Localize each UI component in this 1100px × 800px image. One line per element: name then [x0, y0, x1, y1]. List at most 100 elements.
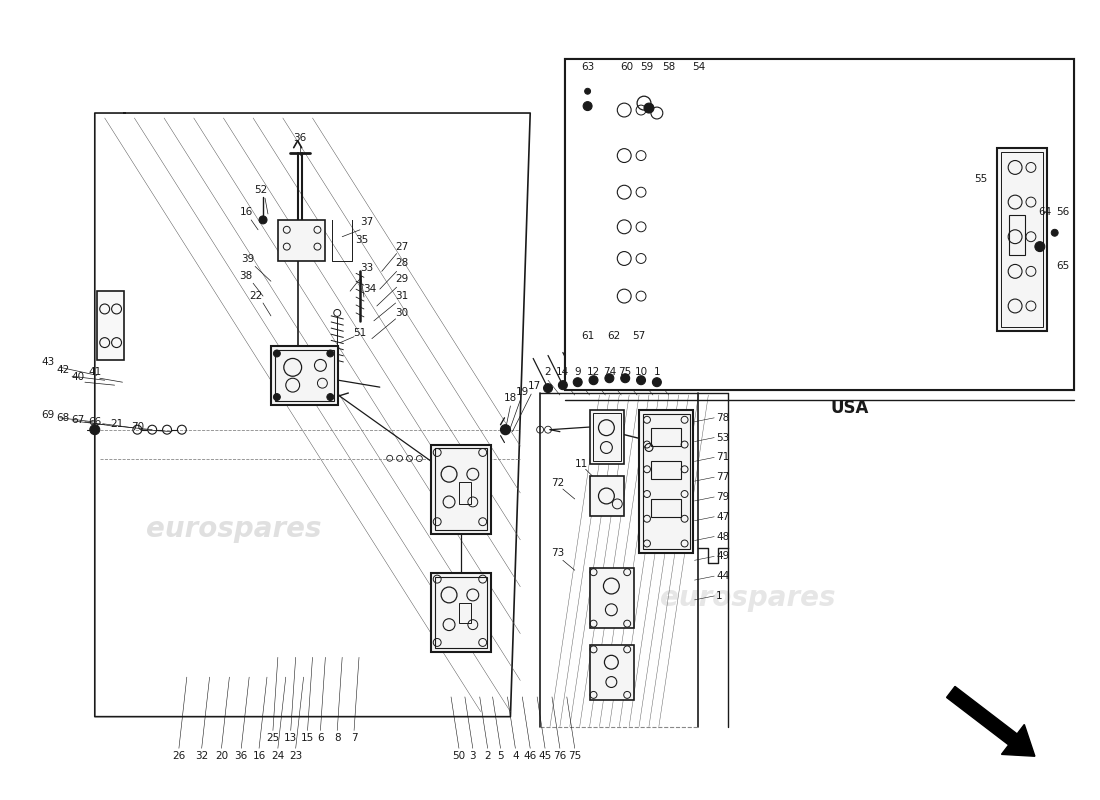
- Circle shape: [584, 88, 591, 94]
- Text: 24: 24: [272, 751, 285, 762]
- Circle shape: [274, 350, 280, 357]
- Bar: [590, 568, 634, 628]
- Text: 44: 44: [716, 571, 729, 581]
- Text: 43: 43: [42, 358, 55, 367]
- Bar: [564, 58, 1075, 390]
- Text: 48: 48: [716, 531, 729, 542]
- Bar: [436, 449, 486, 530]
- Text: 41: 41: [88, 367, 101, 378]
- Bar: [590, 476, 624, 516]
- Text: 69: 69: [42, 410, 55, 420]
- Bar: [651, 462, 681, 479]
- Text: 5: 5: [497, 751, 504, 762]
- Text: 42: 42: [56, 366, 69, 375]
- Text: 66: 66: [88, 417, 101, 426]
- Text: 20: 20: [214, 751, 228, 762]
- Text: 57: 57: [632, 330, 646, 341]
- Circle shape: [274, 394, 280, 401]
- Text: 1: 1: [653, 367, 660, 378]
- Text: 79: 79: [716, 492, 729, 502]
- Circle shape: [644, 103, 653, 113]
- Text: 16: 16: [240, 207, 253, 217]
- Text: 29: 29: [395, 274, 408, 284]
- Text: eurospares: eurospares: [145, 514, 321, 542]
- Text: 6: 6: [317, 734, 323, 743]
- Text: 71: 71: [716, 452, 729, 462]
- Text: 34: 34: [363, 284, 376, 294]
- Text: 33: 33: [361, 263, 374, 274]
- Text: 39: 39: [242, 254, 255, 265]
- Text: 78: 78: [716, 413, 729, 423]
- Text: 13: 13: [284, 734, 297, 743]
- Text: 73: 73: [551, 548, 564, 558]
- Circle shape: [605, 374, 614, 382]
- Text: 14: 14: [557, 367, 570, 378]
- Bar: [431, 445, 491, 534]
- Text: 46: 46: [524, 751, 537, 762]
- Bar: [593, 413, 622, 462]
- Bar: [998, 148, 1047, 330]
- Text: 36: 36: [234, 751, 248, 762]
- Text: 55: 55: [974, 174, 987, 184]
- Text: eurospares: eurospares: [729, 183, 905, 211]
- Bar: [97, 291, 124, 361]
- Circle shape: [90, 425, 100, 434]
- Circle shape: [327, 394, 333, 401]
- Bar: [271, 346, 338, 405]
- Text: 18: 18: [504, 393, 517, 403]
- Text: 8: 8: [334, 734, 341, 743]
- Text: 40: 40: [72, 372, 85, 382]
- Text: 50: 50: [452, 751, 465, 762]
- Text: 60: 60: [620, 62, 634, 71]
- Text: 64: 64: [1038, 207, 1052, 217]
- Text: 35: 35: [355, 234, 368, 245]
- Text: 7: 7: [351, 734, 358, 743]
- Circle shape: [652, 378, 661, 386]
- Text: 3: 3: [470, 751, 476, 762]
- Text: 2: 2: [544, 367, 551, 378]
- Text: USA: USA: [830, 399, 869, 417]
- Text: 77: 77: [716, 472, 729, 482]
- Text: 11: 11: [575, 459, 589, 470]
- Text: 75: 75: [568, 751, 582, 762]
- Text: 26: 26: [173, 751, 186, 762]
- Bar: [651, 499, 681, 517]
- Text: 22: 22: [250, 291, 263, 301]
- Bar: [651, 428, 681, 446]
- Bar: [644, 414, 690, 550]
- Text: 45: 45: [538, 751, 552, 762]
- Circle shape: [1035, 242, 1045, 251]
- Text: 70: 70: [131, 422, 144, 432]
- Text: 59: 59: [640, 62, 653, 71]
- Bar: [436, 577, 486, 648]
- Text: 67: 67: [72, 414, 85, 425]
- Bar: [590, 410, 624, 464]
- Text: 2: 2: [484, 751, 491, 762]
- Text: 21: 21: [110, 418, 123, 429]
- Text: 53: 53: [716, 433, 729, 442]
- Text: 17: 17: [528, 381, 541, 391]
- Circle shape: [620, 374, 629, 382]
- Text: 36: 36: [293, 133, 306, 142]
- Text: 30: 30: [395, 308, 408, 318]
- Circle shape: [573, 378, 582, 386]
- Text: 74: 74: [603, 367, 616, 378]
- Text: 72: 72: [551, 478, 564, 488]
- Text: 4: 4: [513, 751, 519, 762]
- Bar: [275, 350, 334, 401]
- Text: 28: 28: [395, 258, 408, 269]
- Circle shape: [260, 216, 267, 224]
- Circle shape: [637, 376, 646, 385]
- Circle shape: [583, 102, 592, 110]
- Bar: [639, 410, 693, 554]
- Text: 27: 27: [395, 242, 408, 252]
- Text: 47: 47: [716, 512, 729, 522]
- Circle shape: [559, 381, 568, 390]
- Text: 54: 54: [692, 62, 705, 71]
- Text: 75: 75: [618, 367, 631, 378]
- Text: 52: 52: [254, 186, 267, 195]
- Bar: [459, 603, 471, 622]
- Text: 23: 23: [289, 751, 302, 762]
- Bar: [431, 573, 491, 652]
- Text: 38: 38: [240, 271, 253, 282]
